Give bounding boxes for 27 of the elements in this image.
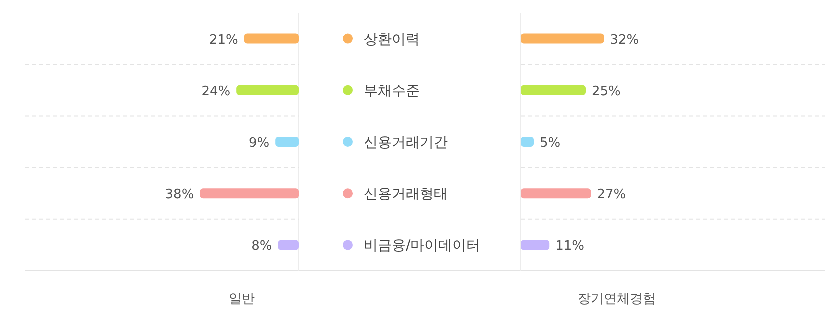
bar <box>521 188 592 199</box>
bar <box>521 85 586 96</box>
data-label: 8% <box>252 239 272 254</box>
x-axis-title: 일반 <box>229 292 255 307</box>
bar <box>521 137 534 147</box>
y-tick-label: 비금융/마이데이터 <box>364 238 481 254</box>
y-tick-label: 부채수준 <box>364 83 420 100</box>
y-tick-label: 상환이력 <box>364 32 420 48</box>
bar <box>236 85 299 96</box>
data-label: 21% <box>209 32 238 48</box>
data-label: 25% <box>592 84 621 100</box>
data-label: 9% <box>248 136 270 151</box>
bar <box>521 34 604 44</box>
data-label: 27% <box>597 188 626 203</box>
data-label: 32% <box>610 32 640 48</box>
y-tick-label: 신용거래기간 <box>364 135 448 151</box>
data-label: 5% <box>540 136 561 151</box>
x-axis-title: 장기연체경험 <box>578 292 656 307</box>
bar <box>244 34 299 44</box>
data-label: 11% <box>556 239 585 254</box>
bar <box>278 240 299 250</box>
data-label: 24% <box>202 84 231 100</box>
bar <box>521 240 550 250</box>
data-label: 38% <box>165 188 194 203</box>
bar <box>276 137 299 147</box>
y-tick-label: 신용거래형태 <box>364 186 448 203</box>
bar <box>200 188 299 199</box>
